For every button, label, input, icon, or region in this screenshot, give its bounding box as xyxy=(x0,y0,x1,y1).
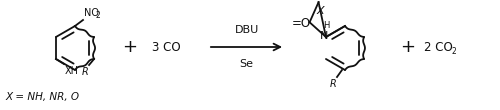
Text: R: R xyxy=(82,67,88,77)
Text: N: N xyxy=(320,31,328,41)
Text: 3 CO: 3 CO xyxy=(152,40,180,53)
Text: +: + xyxy=(122,38,138,56)
Text: X: X xyxy=(316,6,324,16)
Text: DBU: DBU xyxy=(234,25,258,35)
Text: 2 CO: 2 CO xyxy=(424,40,453,53)
Text: H: H xyxy=(323,21,329,30)
Text: Se: Se xyxy=(240,59,254,69)
Text: 2: 2 xyxy=(96,11,101,20)
Text: X = NH, NR, O: X = NH, NR, O xyxy=(5,92,79,102)
Text: R: R xyxy=(329,79,336,89)
Text: 2: 2 xyxy=(452,47,457,56)
Text: XH: XH xyxy=(65,66,79,76)
Text: NO: NO xyxy=(84,8,99,18)
Text: +: + xyxy=(400,38,415,56)
Text: =O: =O xyxy=(292,17,312,30)
